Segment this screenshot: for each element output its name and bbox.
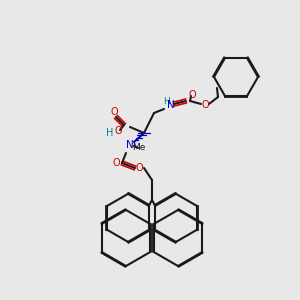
- Text: O: O: [114, 126, 122, 136]
- Text: Me: Me: [132, 143, 146, 152]
- Text: H: H: [106, 128, 114, 138]
- Text: O: O: [112, 158, 120, 168]
- Text: O: O: [135, 163, 143, 173]
- Text: O: O: [110, 107, 118, 117]
- Text: O: O: [188, 90, 196, 100]
- Text: O: O: [201, 100, 209, 110]
- Text: N: N: [126, 140, 134, 150]
- Text: H: H: [163, 98, 170, 106]
- Text: N: N: [167, 100, 175, 110]
